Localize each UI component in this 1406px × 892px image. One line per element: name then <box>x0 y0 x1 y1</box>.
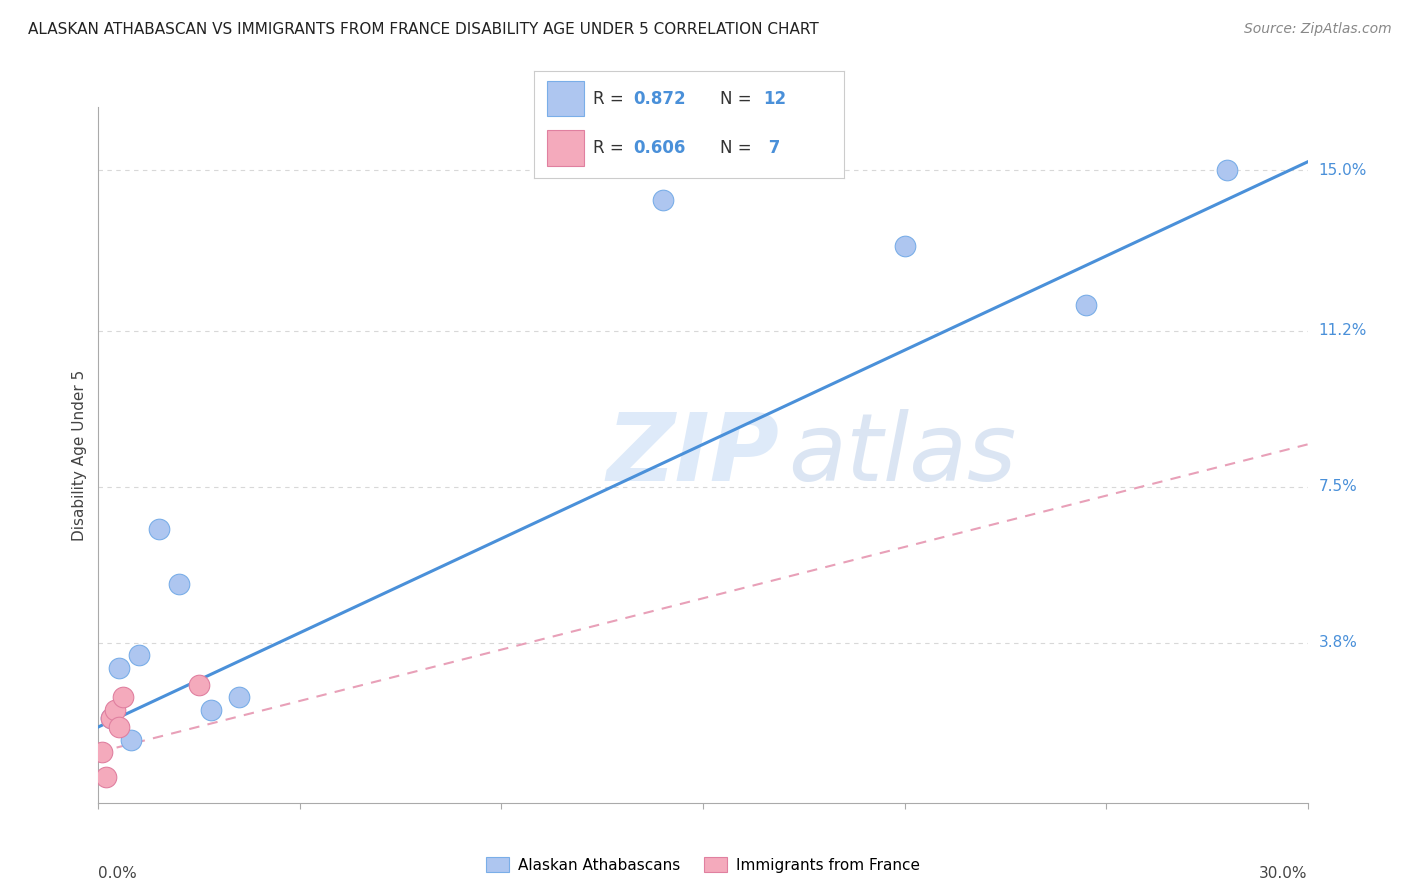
Text: 15.0%: 15.0% <box>1319 163 1367 178</box>
Point <box>1216 163 1239 178</box>
Text: 7.5%: 7.5% <box>1319 479 1357 494</box>
Point <box>107 661 129 675</box>
Point <box>167 576 190 591</box>
Point <box>96 771 118 785</box>
Text: ALASKAN ATHABASCAN VS IMMIGRANTS FROM FRANCE DISABILITY AGE UNDER 5 CORRELATION : ALASKAN ATHABASCAN VS IMMIGRANTS FROM FR… <box>28 22 818 37</box>
Point <box>120 732 142 747</box>
Text: Source: ZipAtlas.com: Source: ZipAtlas.com <box>1244 22 1392 37</box>
Point <box>100 711 122 725</box>
Text: ZIP: ZIP <box>606 409 779 501</box>
Text: 30.0%: 30.0% <box>1260 866 1308 881</box>
Point <box>103 703 125 717</box>
Point <box>128 648 150 663</box>
Point <box>228 690 250 705</box>
Text: atlas: atlas <box>787 409 1017 500</box>
Y-axis label: Disability Age Under 5: Disability Age Under 5 <box>72 369 87 541</box>
Text: R =: R = <box>593 139 628 157</box>
Point <box>107 720 129 734</box>
Point <box>148 522 170 536</box>
Point <box>1074 298 1097 312</box>
Text: R =: R = <box>593 90 628 108</box>
Text: 0.606: 0.606 <box>633 139 686 157</box>
Text: 12: 12 <box>763 90 786 108</box>
Bar <box>547 81 583 116</box>
Text: 0.872: 0.872 <box>633 90 686 108</box>
Text: 7: 7 <box>763 139 780 157</box>
Legend: Alaskan Athabascans, Immigrants from France: Alaskan Athabascans, Immigrants from Fra… <box>481 850 925 879</box>
Point <box>651 193 673 207</box>
Text: 11.2%: 11.2% <box>1319 323 1367 338</box>
Point <box>893 239 915 253</box>
Text: 3.8%: 3.8% <box>1319 635 1358 650</box>
Point <box>188 678 211 692</box>
Bar <box>547 130 583 166</box>
Text: 0.0%: 0.0% <box>98 866 138 881</box>
Point <box>200 703 222 717</box>
Point <box>111 690 134 705</box>
Point <box>91 745 114 759</box>
Text: N =: N = <box>720 90 756 108</box>
Point <box>100 711 122 725</box>
Text: N =: N = <box>720 139 756 157</box>
